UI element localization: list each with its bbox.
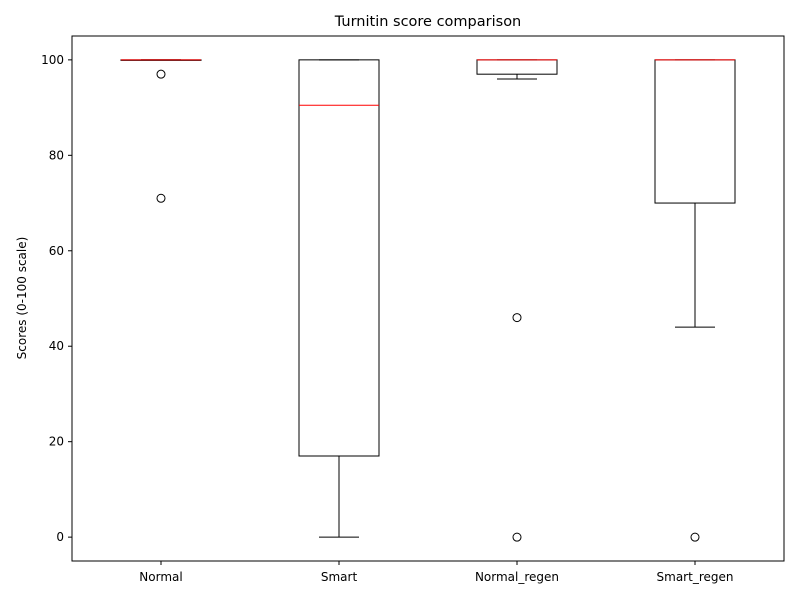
x-tick-label: Smart_regen — [657, 570, 734, 584]
y-tick-label: 40 — [49, 339, 64, 353]
outlier-point — [156, 69, 166, 79]
plot-area: 0 20 40 60 80 100 Normal Smart Normal_regen Smart… — [41, 35, 785, 584]
box-iqr — [298, 59, 380, 457]
y-tick-label: 80 — [49, 148, 64, 162]
outlier-point — [690, 532, 700, 542]
y-tick-label: 20 — [49, 435, 64, 449]
chart-title: Turnitin score comparison — [334, 14, 522, 30]
plot-frame — [71, 35, 785, 562]
x-tick-label: Normal — [139, 570, 182, 584]
x-tick-label: Smart — [321, 570, 358, 584]
outlier-point — [512, 313, 522, 323]
outlier-point — [156, 193, 166, 203]
y-tick-label: 0 — [56, 530, 64, 544]
outlier-point — [512, 532, 522, 542]
y-axis-label: Scores (0-100 scale) — [15, 237, 29, 360]
y-tick-label: 60 — [49, 244, 64, 258]
x-tick-label: Normal_regen — [475, 570, 559, 584]
y-tick-label: 100 — [41, 53, 64, 67]
